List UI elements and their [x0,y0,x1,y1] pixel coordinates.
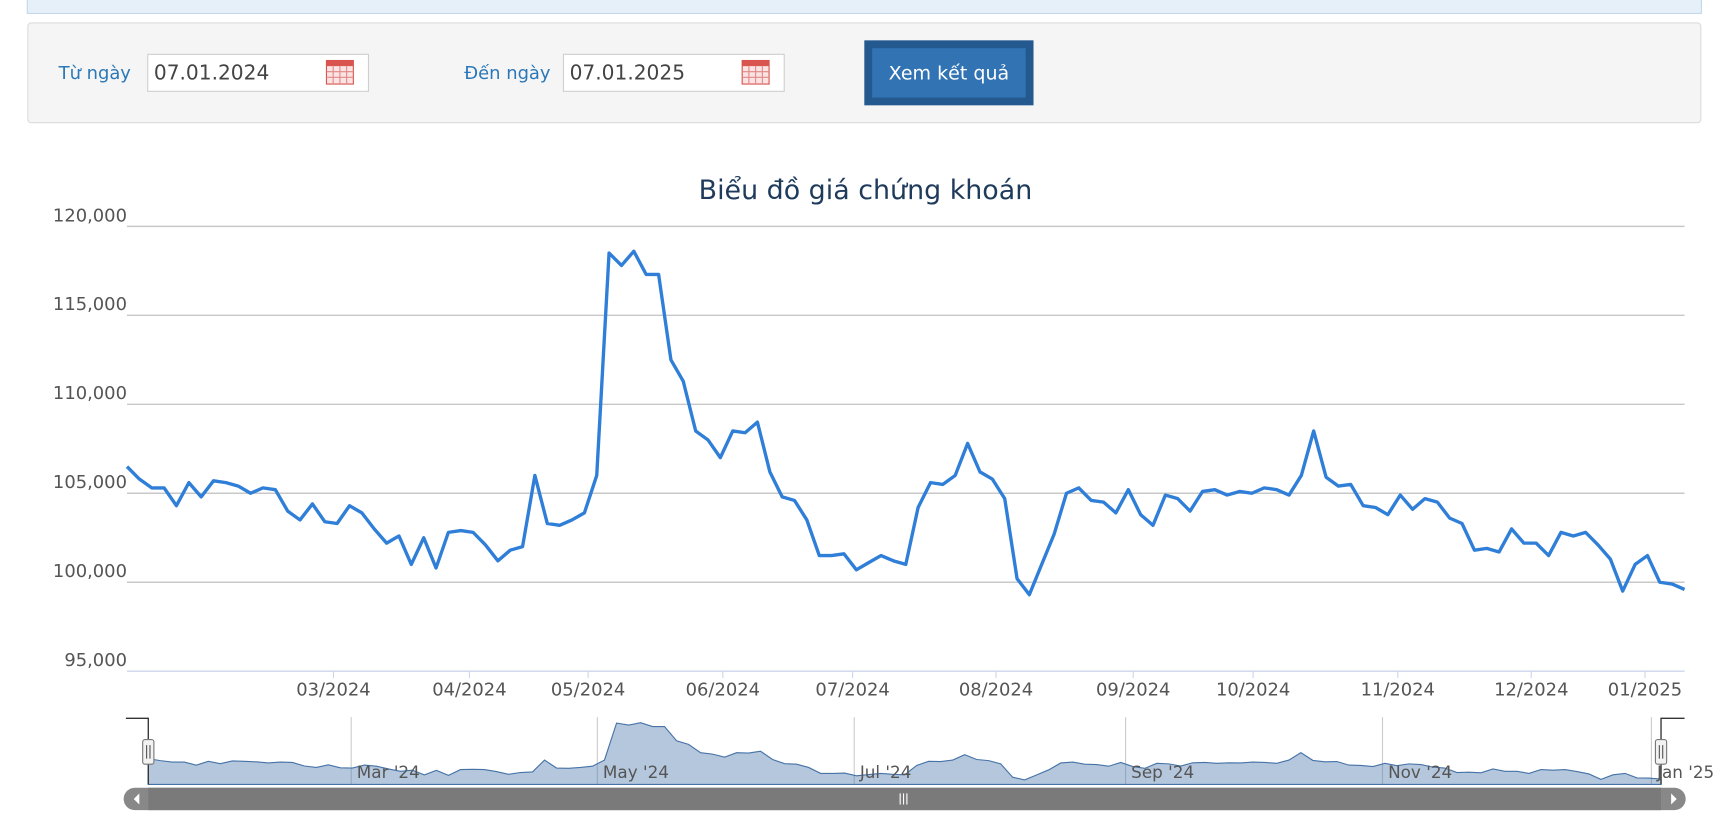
navigator-label: Nov '24 [1388,762,1452,782]
scroll-grip [899,793,908,805]
scroll-right[interactable] [1671,793,1677,805]
navigator-label: May '24 [603,762,669,782]
navigator-label: Jan '25 [1656,762,1714,782]
x-tick-label: 01/2025 [1608,679,1682,700]
scrollbar-thumb[interactable] [148,787,1662,811]
calendar-icon[interactable] [325,59,354,85]
x-tick-label: 04/2024 [432,679,506,700]
x-tick-label: 10/2024 [1216,679,1290,700]
x-tick-label: 09/2024 [1096,679,1170,700]
to-label: Đến ngày [464,63,551,84]
from-label: Từ ngày [58,63,132,84]
to-value: 07.01.2025 [570,60,685,84]
navigator-label: Sep '24 [1131,762,1194,782]
price-line [125,249,1686,597]
x-tick-label: 08/2024 [959,679,1033,700]
submit-button-face [872,48,1026,98]
y-tick-label: 95,000 [64,650,127,671]
navigator-label: Mar '24 [357,762,420,782]
y-tick-label: 100,000 [53,561,127,582]
calendar-icon[interactable] [741,59,770,85]
x-tick-label: 03/2024 [296,679,370,700]
handle-grip [146,745,151,759]
navigator-area [147,722,1662,785]
scroll-left[interactable] [133,793,140,805]
navigator-handle[interactable] [1654,739,1668,765]
y-tick-label: 110,000 [53,383,127,404]
chart-title: Biểu đồ giá chứng khoán [699,175,1033,206]
submit-label: Xem kết quả [889,62,1010,84]
x-tick-label: 07/2024 [815,679,889,700]
y-tick-label: 120,000 [53,205,127,226]
x-tick-label: 12/2024 [1494,679,1568,700]
from-value: 07.01.2024 [154,60,269,84]
x-tick-label: 06/2024 [686,679,760,700]
y-tick-label: 115,000 [53,294,127,315]
x-tick-label: 11/2024 [1361,679,1435,700]
y-tick-label: 105,000 [53,472,127,493]
handle-grip [1658,745,1664,759]
x-tick-label: 05/2024 [551,679,625,700]
navigator-handle[interactable] [142,739,155,765]
top-strip [26,0,1702,15]
navigator-label: Jul '24 [859,762,912,782]
